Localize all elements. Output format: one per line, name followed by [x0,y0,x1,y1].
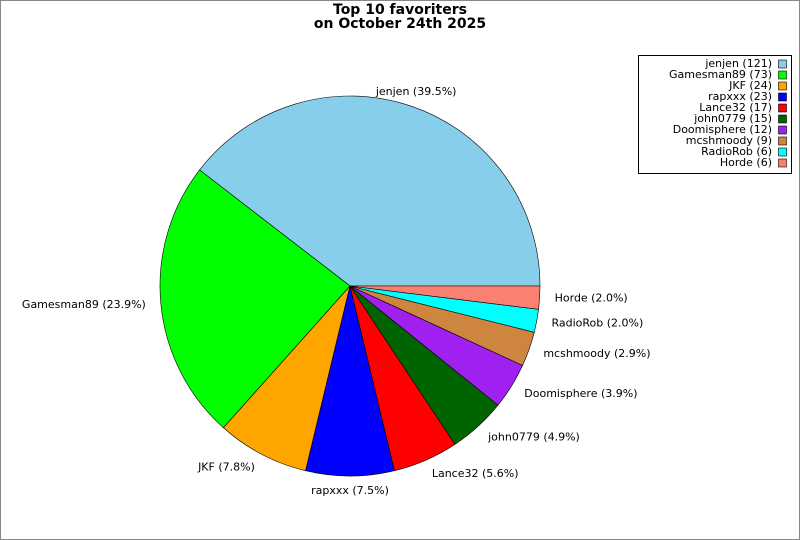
legend-box [638,55,792,174]
slice-label: Lance32 (5.6%) [432,467,519,480]
slice-label: rapxxx (7.5%) [311,484,389,497]
legend-label: Gamesman89 (73) [669,68,772,81]
slice-label: JKF (7.8%) [197,461,255,474]
slice-label: jenjen (39.5%) [375,85,457,98]
pie-slice [223,285,351,472]
legend-label: jenjen (121) [704,57,772,70]
legend-swatch [778,136,787,146]
chart-subtitle: on October 24th 2025 [314,16,486,32]
pie-slice [199,95,541,287]
slice-label: john0779 (4.9%) [487,430,580,443]
legend-swatch [778,59,787,69]
legend-label: Lance32 (17) [699,101,772,114]
legend-label: Doomisphere (12) [673,123,772,136]
legend-swatch [778,125,787,135]
slice-label: mcshmoody (2.9%) [543,347,650,360]
pie-slice [349,285,541,310]
slice-label: Gamesman89 (23.9%) [22,298,146,311]
legend-swatch [778,158,787,168]
legend-swatch [778,103,787,113]
slice-label: RadioRob (2.0%) [552,317,644,330]
legend-label: Horde (6) [720,156,772,169]
legend-swatch [778,147,787,157]
pie-slice [159,169,351,429]
slice-label: Doomisphere (3.9%) [524,387,637,400]
legend-swatch [778,70,787,80]
chart-title: Top 10 favoriters [333,2,467,18]
legend-swatch [778,114,787,124]
legend-label: mcshmoody (9) [686,134,772,147]
legend-label: john0779 (15) [693,112,772,125]
slice-label: Horde (2.0%) [555,292,628,305]
legend-swatch [778,92,787,102]
legend-label: JKF (24) [728,79,772,92]
legend-swatch [778,81,787,91]
legend-label: RadioRob (6) [701,145,772,158]
legend-label: rapxxx (23) [708,90,772,103]
